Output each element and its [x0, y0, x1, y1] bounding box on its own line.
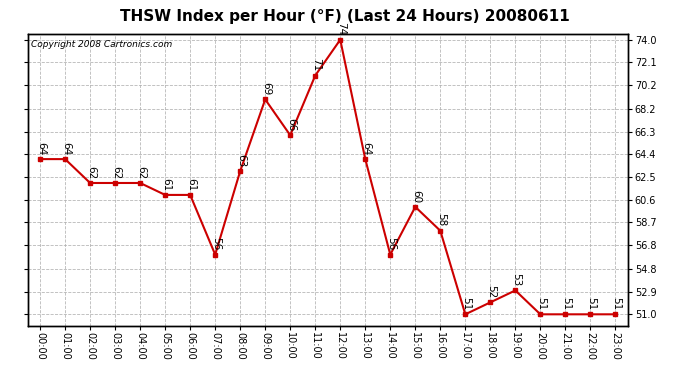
Text: THSW Index per Hour (°F) (Last 24 Hours) 20080611: THSW Index per Hour (°F) (Last 24 Hours)… [120, 9, 570, 24]
Text: 69: 69 [261, 82, 271, 95]
Text: Copyright 2008 Cartronics.com: Copyright 2008 Cartronics.com [30, 40, 172, 49]
Text: 66: 66 [286, 118, 296, 131]
Text: 64: 64 [36, 142, 46, 155]
Text: 61: 61 [186, 177, 196, 191]
Text: 63: 63 [236, 154, 246, 167]
Text: 51: 51 [611, 297, 621, 310]
Text: 64: 64 [361, 142, 371, 155]
Text: 64: 64 [61, 142, 71, 155]
Text: 62: 62 [86, 166, 96, 179]
Text: 61: 61 [161, 177, 171, 191]
Text: 58: 58 [436, 213, 446, 226]
Text: 52: 52 [486, 285, 496, 298]
Text: 53: 53 [511, 273, 521, 286]
Text: 51: 51 [586, 297, 596, 310]
Text: 71: 71 [311, 58, 321, 71]
Text: 74: 74 [336, 22, 346, 36]
Text: 51: 51 [536, 297, 546, 310]
Text: 51: 51 [561, 297, 571, 310]
Text: 56: 56 [386, 237, 396, 250]
Text: 60: 60 [411, 190, 421, 203]
Text: 62: 62 [136, 166, 146, 179]
Text: 56: 56 [211, 237, 221, 250]
Text: 62: 62 [111, 166, 121, 179]
Text: 51: 51 [461, 297, 471, 310]
